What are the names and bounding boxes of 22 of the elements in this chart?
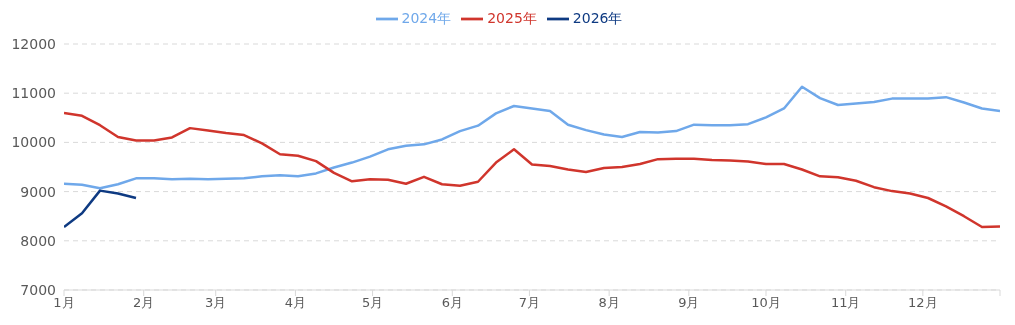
x-tick-label: 6月 (441, 295, 463, 311)
legend-label: 2024年 (401, 10, 452, 26)
legend-label: 2026年 (572, 10, 623, 26)
y-tick-label: 7000 (20, 281, 56, 298)
x-tick-label: 3月 (205, 295, 227, 311)
x-tick-label: 8月 (598, 295, 620, 311)
y-tick-label: 12000 (11, 35, 56, 52)
x-tick-label: 12月 (908, 295, 938, 311)
x-tick-label: 7月 (518, 295, 541, 311)
x-tick-label: 11月 (830, 295, 861, 311)
x-tick-label: 9月 (678, 295, 700, 311)
x-tick-label: 4月 (284, 295, 307, 311)
y-tick-label: 10000 (11, 134, 56, 151)
y-tick-label: 9000 (20, 183, 56, 200)
x-tick-label: 5月 (361, 295, 384, 311)
legend-label: 2025年 (487, 10, 537, 26)
y-tick-label: 8000 (20, 232, 56, 249)
x-tick-label: 10月 (751, 295, 781, 311)
x-tick-label: 2月 (133, 295, 155, 311)
y-tick-label: 11000 (11, 85, 56, 102)
x-tick-label: 1月 (53, 295, 75, 311)
line-series (64, 189, 138, 229)
